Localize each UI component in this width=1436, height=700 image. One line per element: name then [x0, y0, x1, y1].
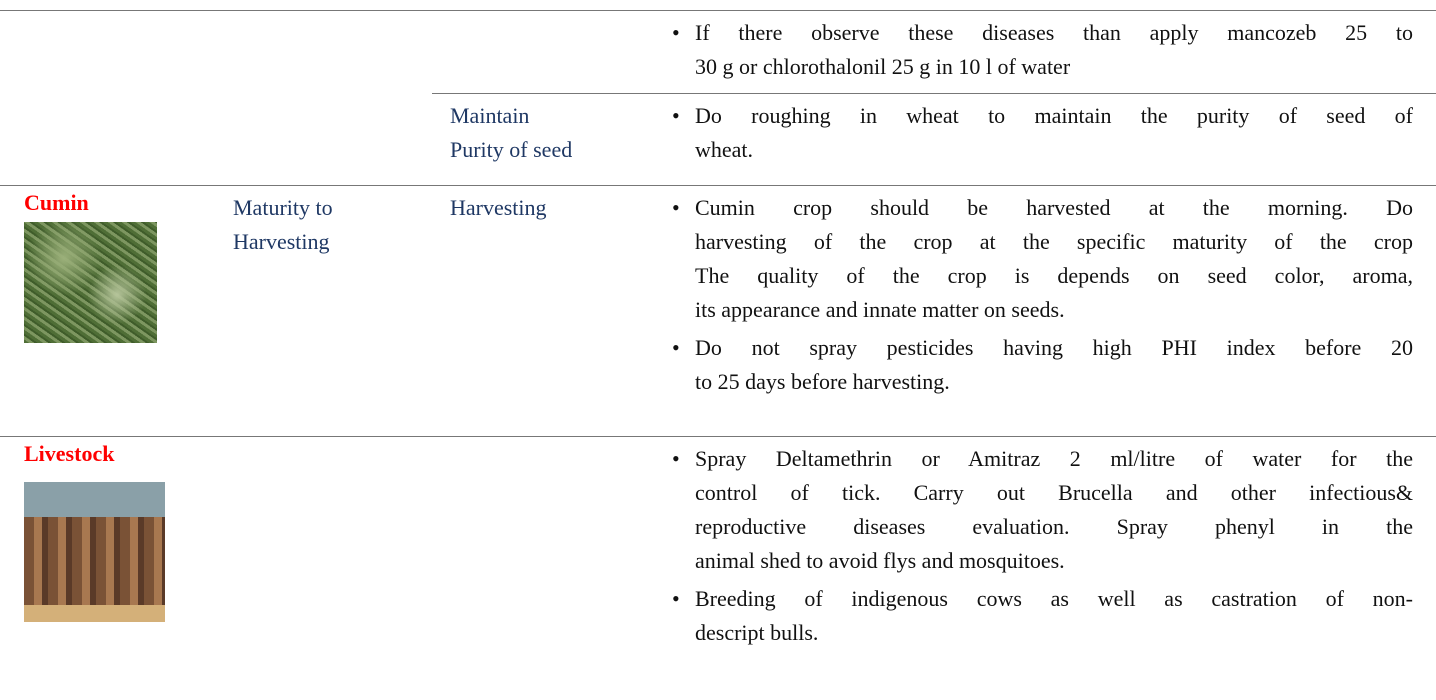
advisory-line: harvesting of the crop at the specific m…	[695, 225, 1413, 259]
advisory-line: The quality of the crop is depends on se…	[695, 259, 1413, 293]
stage-cell	[210, 94, 432, 186]
bullet-item: If there observe these diseases than app…	[672, 16, 1413, 84]
crop-cell	[0, 11, 210, 94]
bullet-item: Breeding of indigenous cows as well as c…	[672, 582, 1413, 650]
operation-cell: Harvesting	[432, 186, 650, 437]
operation-cell	[432, 437, 650, 700]
advisory-line: wheat.	[695, 133, 1413, 167]
cumin-image	[24, 222, 157, 343]
operation-line: Maintain	[450, 99, 650, 133]
advisory-line: animal shed to avoid flys and mosquitoes…	[695, 544, 1413, 578]
advisory-line: descript bulls.	[695, 616, 1413, 650]
advisory-line: control of tick. Carry out Brucella and …	[695, 476, 1413, 510]
stage-cell	[210, 437, 432, 700]
advisory-line: 30 g or chlorothalonil 25 g in 10 l of w…	[695, 50, 1413, 84]
bullet-item: Cumin crop should be harvested at the mo…	[672, 191, 1413, 327]
advisory-line: reproductive diseases evaluation. Spray …	[695, 510, 1413, 544]
bullet-item: Spray Deltamethrin or Amitraz 2 ml/litre…	[672, 442, 1413, 578]
operation-cell	[432, 11, 650, 94]
advisory-line: If there observe these diseases than app…	[695, 16, 1413, 50]
livestock-image	[24, 482, 165, 622]
operation-line: Harvesting	[450, 191, 650, 225]
crop-cell	[0, 94, 210, 186]
advisory-line: Do roughing in wheat to maintain the pur…	[695, 99, 1413, 133]
table-row: Livestock Spray Deltamethrin or Amitraz 2…	[0, 437, 1436, 700]
page: If there observe these diseases than app…	[0, 0, 1436, 700]
advisory-line: to 25 days before harvesting.	[695, 365, 1413, 399]
operation-line: Purity of seed	[450, 133, 650, 167]
bullet-item: Do roughing in wheat to maintain the pur…	[672, 99, 1413, 167]
crop-name: Livestock	[24, 442, 210, 466]
advisory-line: Breeding of indigenous cows as well as c…	[695, 582, 1413, 616]
advisory-line: Spray Deltamethrin or Amitraz 2 ml/litre…	[695, 442, 1413, 476]
bullet-item: Do not spray pesticides having high PHI …	[672, 331, 1413, 399]
crop-name: Cumin	[24, 191, 210, 215]
advisory-cell: Do roughing in wheat to maintain the pur…	[650, 94, 1436, 186]
stage-cell	[210, 11, 432, 94]
stage-line: Maturity to	[233, 191, 432, 225]
advisory-cell: Cumin crop should be harvested at the mo…	[650, 186, 1436, 437]
advisory-table: If there observe these diseases than app…	[0, 10, 1436, 700]
advisory-cell: Spray Deltamethrin or Amitraz 2 ml/litre…	[650, 437, 1436, 700]
advisory-line: Do not spray pesticides having high PHI …	[695, 331, 1413, 365]
advisory-line: Cumin crop should be harvested at the mo…	[695, 191, 1413, 225]
table-row: If there observe these diseases than app…	[0, 11, 1436, 94]
advisory-line: its appearance and innate matter on seed…	[695, 293, 1413, 327]
advisory-cell: If there observe these diseases than app…	[650, 11, 1436, 94]
stage-line: Harvesting	[233, 225, 432, 259]
